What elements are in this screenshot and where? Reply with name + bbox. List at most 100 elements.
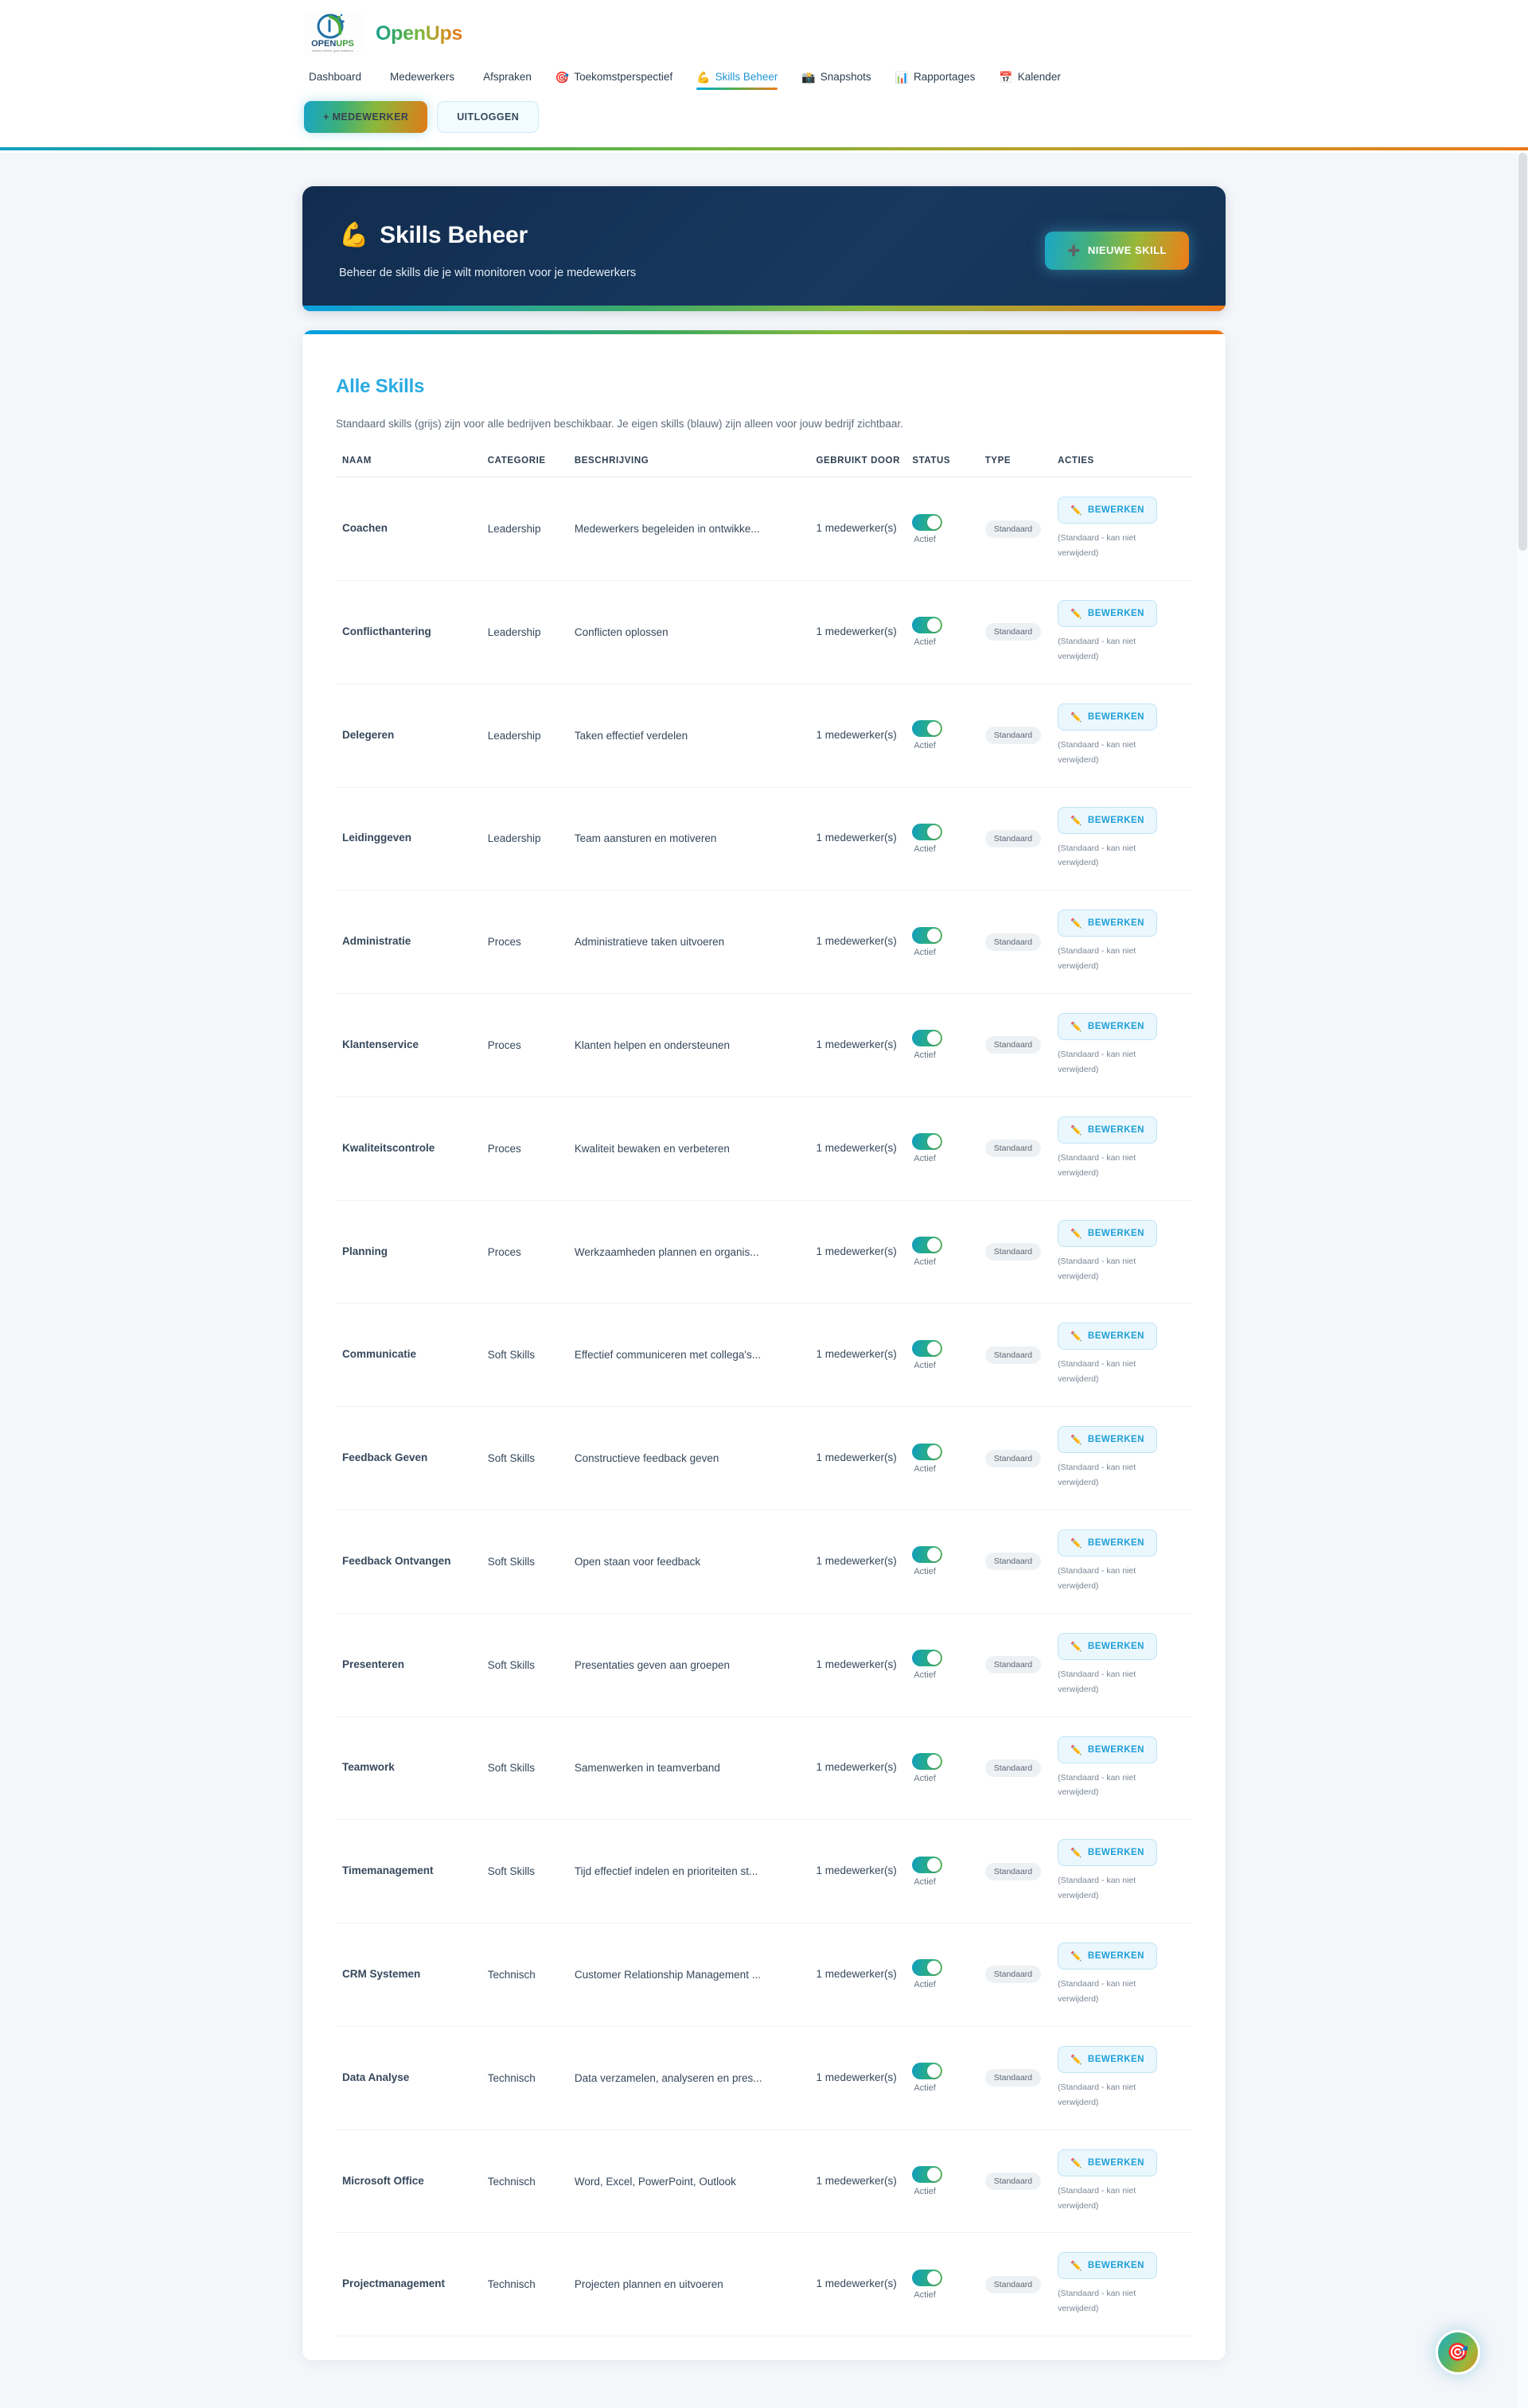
status-toggle[interactable] — [912, 1133, 943, 1151]
cell-acties: ✏️ BEWERKEN (Standaard - kan niet verwijde… — [1051, 1097, 1192, 1201]
cell-gebruikt-door: 1 medewerker(s) — [809, 2232, 906, 2337]
status-label: Actief — [914, 1360, 936, 1370]
nav-item-rapportages[interactable]: 📊 Rapportages — [895, 68, 976, 90]
edit-button[interactable]: ✏️ BEWERKEN — [1058, 1529, 1157, 1557]
edit-button[interactable]: ✏️ BEWERKEN — [1058, 599, 1157, 627]
edit-button[interactable]: ✏️ BEWERKEN — [1058, 1942, 1157, 1970]
cell-type: Standaard — [978, 1716, 1052, 1821]
status-toggle[interactable] — [912, 823, 943, 840]
cell-type: Standaard — [978, 1303, 1052, 1408]
plus-icon: ➕ — [1067, 244, 1081, 256]
edit-button[interactable]: ✏️ BEWERKEN — [1058, 497, 1157, 524]
nav-item-kalender[interactable]: 📅 Kalender — [999, 68, 1060, 90]
edit-button[interactable]: ✏️ BEWERKEN — [1058, 1116, 1157, 1144]
edit-button[interactable]: ✏️ BEWERKEN — [1058, 703, 1157, 731]
edit-button[interactable]: ✏️ BEWERKEN — [1058, 806, 1157, 834]
table-row: Planning Proces Werkzaamheden plannen en o… — [336, 1200, 1192, 1304]
edit-button[interactable]: ✏️ BEWERKEN — [1058, 1323, 1157, 1350]
cell-gebruikt-door: 1 medewerker(s) — [809, 2129, 906, 2234]
status-toggle[interactable] — [912, 1959, 943, 1977]
cell-status: Actief — [906, 1406, 979, 1510]
status-toggle[interactable] — [912, 1443, 943, 1460]
status-badge: Standaard — [984, 1449, 1042, 1467]
edit-button[interactable]: ✏️ BEWERKEN — [1058, 1839, 1157, 1867]
edit-button[interactable]: ✏️ BEWERKEN — [1058, 1013, 1157, 1041]
nav-label-toekomstperspectief: Toekomstperspectief — [574, 71, 673, 83]
skills-table: NAAM CATEGORIE BESCHRIJVING GEBRUIKT DOO… — [336, 456, 1192, 2337]
nav-item-medewerkers[interactable]: Medewerkers — [385, 68, 454, 90]
pencil-icon: ✏️ — [1070, 1125, 1082, 1136]
cell-gebruikt-door: 1 medewerker(s) — [809, 1200, 906, 1304]
cell-type: Standaard — [978, 1097, 1052, 1201]
edit-button[interactable]: ✏️ BEWERKEN — [1058, 1736, 1157, 1763]
status-toggle[interactable] — [912, 617, 943, 634]
card-accent-bar — [302, 330, 1226, 334]
logout-button[interactable]: UITLOGGEN — [437, 101, 540, 133]
edit-button-label: BEWERKEN — [1087, 1641, 1144, 1651]
nav-item-dashboard[interactable]: Dashboard — [304, 68, 361, 90]
cell-status: Actief — [906, 1923, 979, 2027]
nav-item-afspraken[interactable]: Afspraken — [478, 68, 532, 90]
edit-button[interactable]: ✏️ BEWERKEN — [1058, 2149, 1157, 2176]
cell-status: Actief — [906, 2232, 979, 2337]
status-toggle[interactable] — [912, 1237, 943, 1254]
status-toggle[interactable] — [912, 513, 943, 531]
brand[interactable]: OPENUPS kansen creëren, groei realiseren… — [304, 11, 1528, 56]
flexed-biceps-icon: 💪 — [696, 70, 711, 84]
page-scrollbar-track[interactable] — [1518, 153, 1528, 2408]
locked-note: (Standaard - kan niet verwijderd) — [1058, 946, 1136, 972]
cell-acties: ✏️ BEWERKEN (Standaard - kan niet verwijde… — [1051, 1200, 1192, 1304]
cell-gebruikt-door: 1 medewerker(s) — [809, 787, 906, 891]
cell-gebruikt-door: 1 medewerker(s) — [809, 1716, 906, 1821]
cell-status: Actief — [906, 2129, 979, 2234]
status-toggle[interactable] — [912, 720, 943, 738]
status-toggle[interactable] — [912, 1546, 943, 1564]
status-toggle[interactable] — [912, 926, 943, 944]
nav-label-snapshots: Snapshots — [820, 71, 871, 83]
nav-item-snapshots[interactable]: 📸 Snapshots — [801, 68, 871, 90]
cell-beschrijving: Open staan voor feedback — [567, 1510, 810, 1614]
status-toggle[interactable] — [912, 2269, 943, 2286]
edit-button[interactable]: ✏️ BEWERKEN — [1058, 1426, 1157, 1454]
edit-button-label: BEWERKEN — [1087, 1537, 1144, 1548]
nav-item-toekomstperspectief[interactable]: 🎯 Toekomstperspectief — [555, 68, 672, 90]
add-employee-button[interactable]: + MEDEWERKER — [304, 101, 428, 133]
cell-beschrijving: Werkzaamheden plannen en organis... — [567, 1200, 810, 1304]
pencil-icon: ✏️ — [1070, 2158, 1082, 2168]
status-toggle[interactable] — [912, 1752, 943, 1770]
status-badge: Standaard — [984, 623, 1042, 641]
new-skill-button[interactable]: ➕ NIEUWE SKILL — [1045, 231, 1189, 270]
cell-beschrijving: Constructieve feedback geven — [567, 1406, 810, 1510]
edit-button-label: BEWERKEN — [1087, 1228, 1144, 1238]
toggle-knob — [927, 824, 941, 839]
svg-text:OPENUPS: OPENUPS — [311, 39, 354, 49]
status-toggle[interactable] — [912, 1030, 943, 1047]
edit-button[interactable]: ✏️ BEWERKEN — [1058, 910, 1157, 937]
nav-item-skills-beheer[interactable]: 💪 Skills Beheer — [696, 68, 778, 90]
cell-categorie: Leadership — [481, 580, 568, 684]
status-toggle[interactable] — [912, 2166, 943, 2184]
status-label: Actief — [914, 1567, 936, 1577]
locked-note: (Standaard - kan niet verwijderd) — [1058, 636, 1136, 661]
status-toggle[interactable] — [912, 1339, 943, 1357]
floating-target-button[interactable]: 🎯 — [1436, 2330, 1480, 2375]
column-header-acties: ACTIES — [1051, 456, 1192, 478]
cell-status: Actief — [906, 580, 979, 684]
edit-button[interactable]: ✏️ BEWERKEN — [1058, 2045, 1157, 2073]
page-scrollbar-thumb[interactable] — [1518, 153, 1527, 551]
status-toggle[interactable] — [912, 1650, 943, 1667]
edit-button[interactable]: ✏️ BEWERKEN — [1058, 1632, 1157, 1660]
cell-gebruikt-door: 1 medewerker(s) — [809, 1097, 906, 1201]
status-toggle[interactable] — [912, 1856, 943, 1873]
cell-naam: Kwaliteitscontrole — [336, 1097, 481, 1201]
edit-button[interactable]: ✏️ BEWERKEN — [1058, 2252, 1157, 2280]
cell-gebruikt-door: 1 medewerker(s) — [809, 1613, 906, 1717]
status-label: Actief — [914, 1154, 936, 1164]
status-toggle[interactable] — [912, 2063, 943, 2080]
cell-acties: ✏️ BEWERKEN (Standaard - kan niet verwijde… — [1051, 684, 1192, 788]
edit-button[interactable]: ✏️ BEWERKEN — [1058, 1219, 1157, 1247]
table-row: Kwaliteitscontrole Proces Kwaliteit bewake… — [336, 1097, 1192, 1201]
pencil-icon: ✏️ — [1070, 2262, 1082, 2272]
target-icon: 🎯 — [555, 70, 570, 84]
locked-note: (Standaard - kan niet verwijderd) — [1058, 1876, 1136, 1901]
